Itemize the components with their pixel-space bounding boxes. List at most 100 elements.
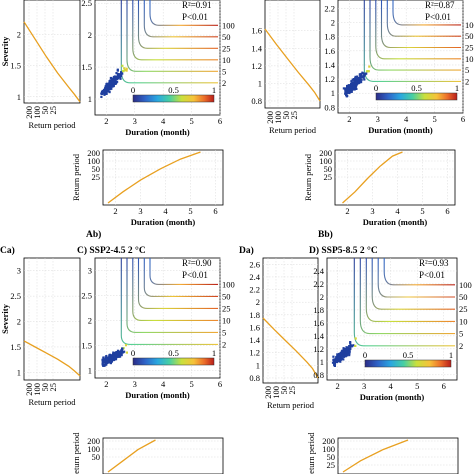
scatter-point [112, 354, 115, 357]
y-tick-label: 3 [17, 266, 21, 276]
x-tick-label: 100 [32, 383, 42, 396]
panel-title: D) SSP5-8.5 2 °C [309, 245, 378, 256]
scatter-point [338, 355, 341, 358]
p-value-label: P<0.01 [425, 12, 451, 22]
scatter-point [125, 69, 128, 72]
return-period-curve [342, 439, 409, 473]
x-tick-label: 6 [218, 379, 222, 389]
x-tick-label: 4 [161, 379, 166, 389]
return-period-label: 50 [459, 292, 468, 302]
x-tick-label: 50 [281, 111, 291, 120]
x-axis-label: Return period [29, 397, 77, 407]
scatter-point [349, 342, 352, 345]
return-period-contour [137, 258, 218, 309]
scatter-point [347, 84, 351, 87]
colorbar [132, 357, 215, 366]
scatter-point [336, 353, 339, 356]
x-axis-label: Duration (month) [131, 217, 196, 227]
y-tick-label: 2 [17, 317, 21, 327]
y-tick-label: 200 [87, 148, 100, 158]
x-tick-label: 3 [376, 114, 380, 124]
scatter-point [110, 83, 113, 86]
scatter-point [358, 73, 362, 76]
scatter-point [361, 71, 364, 74]
scatter-point [354, 84, 357, 87]
scatter-point [103, 93, 106, 96]
y-tick-label: 0.8 [249, 373, 260, 383]
y-tick-label: 1.8 [313, 305, 324, 315]
return-period-contour [392, 0, 461, 26]
x-tick-label: 25 [289, 111, 299, 120]
y-tick-label: 3 [88, 266, 92, 276]
scatter-point [347, 88, 350, 91]
scatter-point [363, 73, 366, 76]
y-tick-label: 2 [88, 30, 92, 40]
y-tick-label: 1.4 [251, 43, 262, 53]
scatter-point [101, 358, 104, 361]
scatter-point [352, 344, 355, 347]
y-axis-label: Return period [306, 432, 316, 474]
scatter-point [351, 78, 354, 81]
scatter-point [342, 352, 345, 355]
scatter-point [118, 76, 122, 79]
scatter-point [346, 90, 349, 93]
scatter-point [120, 351, 123, 354]
y-tick-label: 1.4 [249, 335, 260, 345]
y-tick-label: 2.5 [81, 291, 92, 301]
scatter-point [357, 80, 360, 83]
scatter-point [101, 90, 104, 93]
y-tick-label: 1.4 [324, 60, 335, 70]
scatter-point [106, 360, 109, 364]
y-tick-label: 1.5 [10, 61, 21, 71]
scatter-point [109, 76, 112, 80]
return-period-contour [120, 0, 218, 84]
r-squared-label: R²=0.91 [182, 0, 212, 10]
scatter-point [115, 352, 118, 355]
x-tick-label: 2 [345, 206, 349, 216]
return-period-contour [365, 258, 455, 322]
scatter-point [106, 82, 109, 85]
return-period-contour [132, 258, 218, 321]
y-tick-label: 1.6 [249, 322, 260, 332]
scatter-point [365, 70, 369, 73]
r-squared-label: R²=0.87 [425, 0, 455, 10]
scatter-point [342, 354, 345, 357]
p-value-label: P<0.01 [182, 270, 208, 280]
scatter-point [350, 80, 353, 83]
x-axis-label: Return period [29, 120, 77, 130]
scatter-point [356, 77, 359, 80]
colorbar-tick-label: 1 [449, 350, 453, 360]
scatter-point [110, 78, 114, 81]
scatter-point [100, 92, 103, 95]
p-value-label: P<0.01 [182, 12, 208, 22]
x-axis-label: Duration (month) [360, 392, 425, 402]
return-period-contour [386, 0, 461, 37]
y-tick-label: 200 [322, 436, 335, 446]
scatter-point [349, 88, 352, 91]
scatter-point [117, 355, 120, 358]
return-period-contour [126, 258, 218, 333]
scatter-point [119, 73, 122, 76]
scatter-point [353, 83, 356, 86]
colorbar-tick-label: 1 [212, 348, 216, 358]
scatter-point [123, 67, 126, 70]
plot-frame [23, 257, 81, 381]
y-tick-label: 1 [320, 357, 324, 367]
scatter-point [113, 358, 116, 361]
scatter-point [337, 357, 340, 360]
scatter-point [114, 80, 117, 83]
x-tick-label: 100 [271, 386, 281, 399]
return-period-contour [375, 0, 461, 60]
scatter-point [124, 68, 127, 72]
scatter-point [354, 80, 357, 83]
scatter-point [121, 350, 124, 353]
panel-b2: 234562.221.81.61.41.210.81005025105200.5… [324, 0, 474, 135]
y-tick-label: 200 [87, 436, 100, 446]
scatter-point [344, 90, 347, 94]
return-period-label: 100 [222, 279, 235, 289]
x-tick-label: 5 [189, 379, 193, 389]
scatter-point [362, 76, 365, 79]
scatter-point [344, 354, 347, 357]
